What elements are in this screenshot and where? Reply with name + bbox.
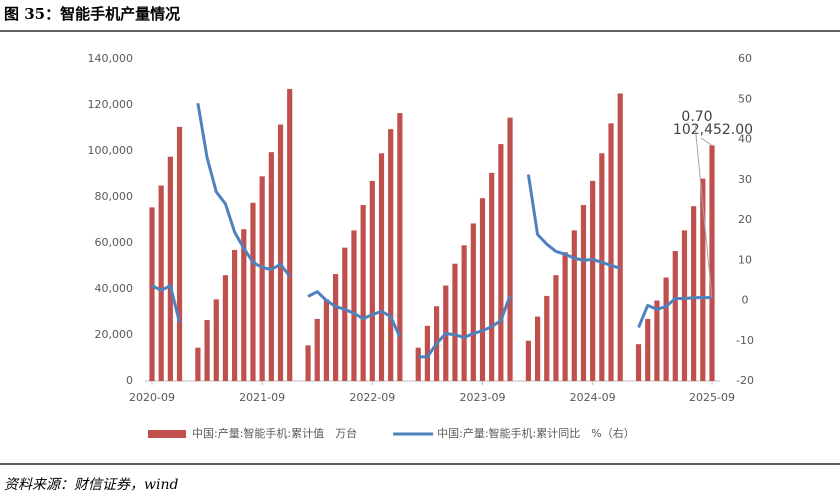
x-tick-label: 2020-09 (129, 391, 175, 404)
line (307, 290, 402, 338)
bar (599, 153, 605, 381)
bar (479, 198, 486, 381)
bar (645, 318, 651, 381)
legend-label: 中国:产量:智能手机:累计同比 %（右） (437, 426, 635, 440)
bar (158, 185, 164, 381)
bar (378, 153, 385, 381)
y2-tick-label: 40 (738, 133, 752, 146)
bar (654, 300, 660, 381)
bar (314, 318, 320, 381)
line (151, 284, 181, 323)
y2-tick-label: 30 (738, 173, 752, 186)
y-tick-label: 140,000 (88, 52, 134, 65)
bar (213, 299, 219, 381)
bar (507, 117, 513, 382)
bar (672, 251, 678, 381)
bar (232, 249, 238, 381)
bar (287, 88, 293, 382)
bar (323, 299, 330, 381)
bar (176, 126, 183, 381)
y-tick-label: 80,000 (95, 190, 134, 203)
bar (195, 347, 201, 381)
bar (415, 347, 421, 381)
y2-tick-label: 60 (738, 52, 752, 65)
bar (571, 230, 577, 381)
y-tick-label: 0 (126, 374, 133, 387)
figure-title: 图 35：智能手机产量情况 (4, 5, 180, 23)
bar (544, 295, 550, 381)
bar (580, 205, 587, 381)
y-tick-label: 120,000 (88, 98, 134, 111)
line (637, 296, 712, 329)
bar (700, 178, 706, 381)
data-label: 0.70 (681, 109, 712, 125)
bar (525, 340, 531, 381)
bar (222, 275, 229, 381)
y2-tick-label: -20 (736, 374, 754, 387)
bar (204, 320, 210, 381)
line (418, 295, 512, 359)
bar (617, 93, 623, 381)
bar (489, 172, 495, 381)
bar (277, 124, 284, 382)
y-tick-label: 100,000 (88, 144, 134, 157)
bar (305, 345, 311, 381)
bar (241, 229, 247, 381)
line (196, 103, 291, 278)
y2-tick-label: 50 (738, 92, 752, 105)
bar (635, 344, 642, 381)
bar (333, 274, 339, 381)
bar (268, 152, 274, 381)
bar (424, 325, 431, 381)
bar (351, 230, 357, 381)
source-note: 资料来源：财信证券，wind (4, 477, 178, 493)
bar (397, 113, 403, 382)
data-label: 102,452.00 (673, 122, 753, 138)
bar (691, 206, 697, 381)
bar (250, 202, 256, 381)
bar (360, 205, 366, 381)
bar (709, 145, 715, 381)
bar (498, 144, 504, 381)
x-tick-label: 2025-09 (689, 391, 735, 404)
legend-swatch (148, 430, 186, 438)
bar (681, 230, 688, 381)
bar (562, 252, 568, 381)
y2-tick-label: 20 (738, 213, 752, 226)
bar (388, 129, 394, 381)
bar (259, 176, 265, 381)
bar (553, 275, 559, 381)
y2-tick-label: 10 (738, 253, 752, 266)
bar (369, 180, 375, 381)
bar (452, 263, 458, 381)
y2-tick-label: 0 (742, 294, 749, 307)
x-tick-label: 2022-09 (349, 391, 395, 404)
y-tick-label: 60,000 (95, 236, 134, 249)
y2-tick-label: -10 (736, 334, 754, 347)
y-tick-label: 20,000 (95, 328, 134, 341)
bar (461, 245, 467, 381)
bar (663, 277, 669, 381)
x-tick-label: 2021-09 (239, 391, 285, 404)
bar (534, 316, 541, 381)
bar (342, 247, 348, 381)
x-tick-label: 2024-09 (570, 391, 616, 404)
x-tick-label: 2023-09 (460, 391, 506, 404)
leader-line (700, 137, 713, 146)
line (526, 174, 621, 270)
bar (149, 207, 155, 381)
legend-label: 中国:产量:智能手机:累计值 万台 (192, 426, 357, 440)
leader-line (694, 124, 713, 298)
bar (608, 123, 614, 382)
y-tick-label: 40,000 (95, 282, 134, 295)
bar (590, 180, 596, 381)
bar (167, 156, 173, 381)
bar (470, 223, 476, 381)
